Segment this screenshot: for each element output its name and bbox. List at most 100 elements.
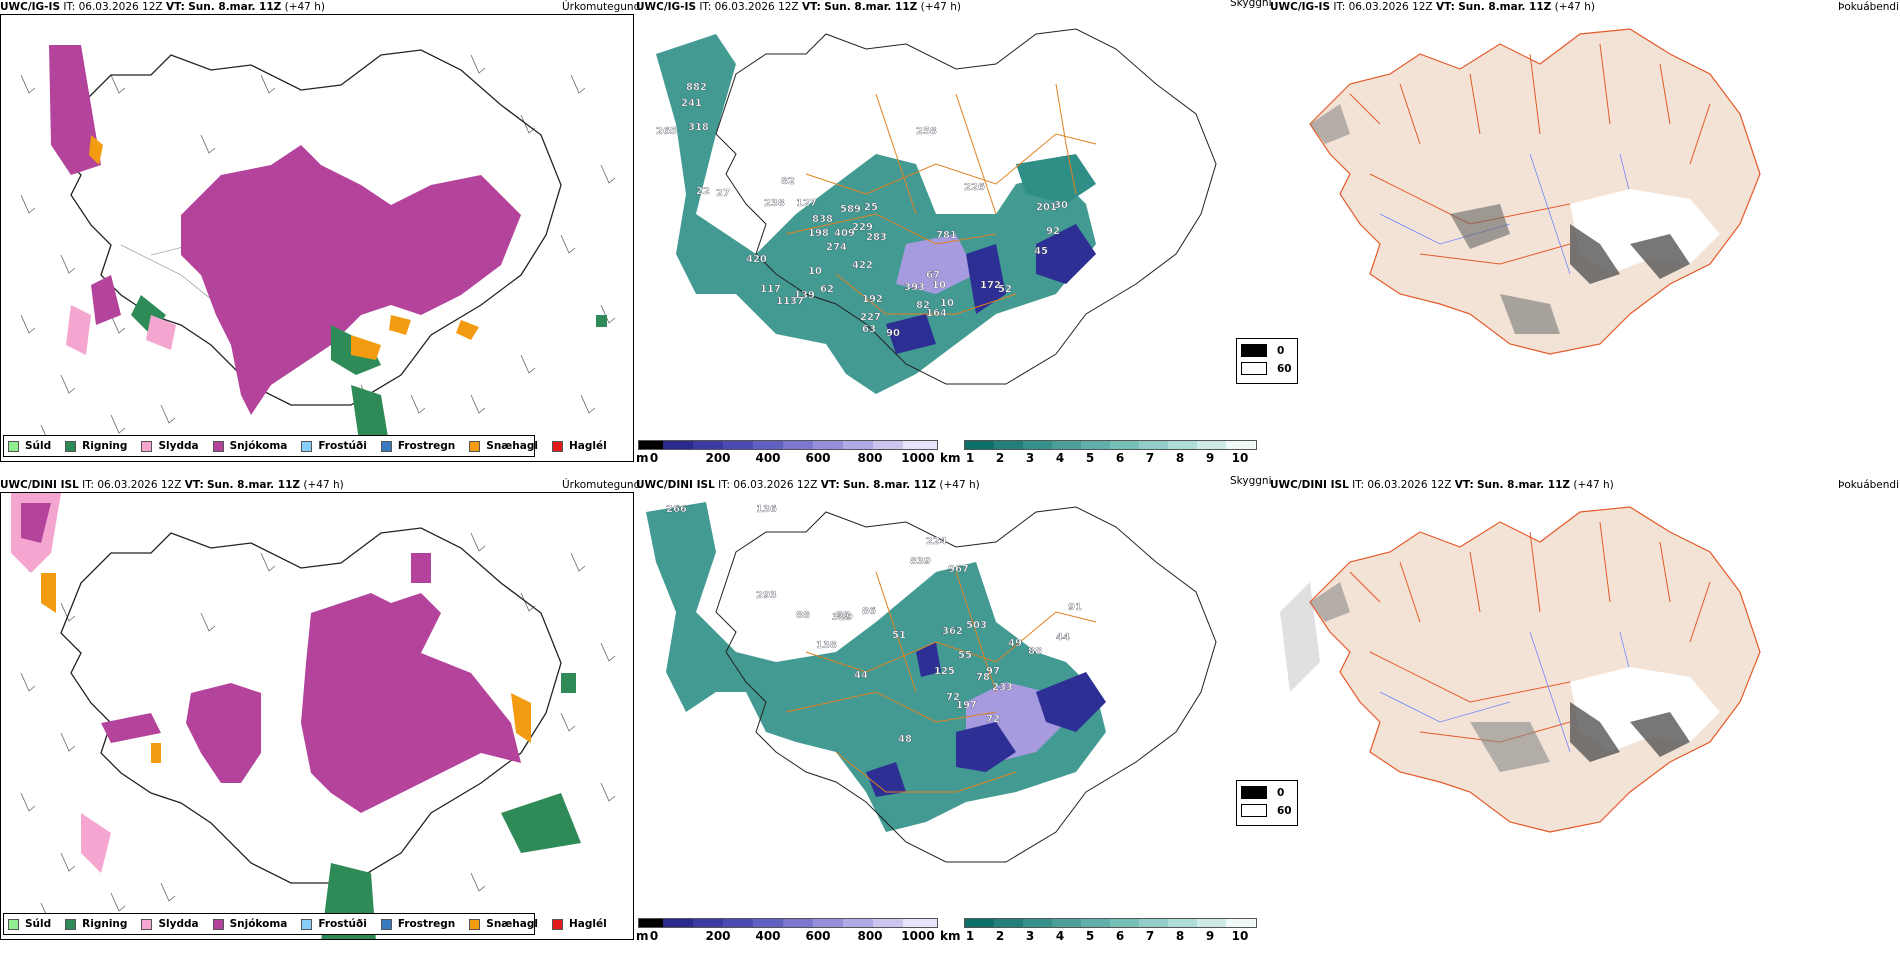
visibility-value-label: 227: [860, 312, 881, 323]
panel-precip-type: UWC/DINI ISL IT: 06.03.2026 12Z VT: Sun.…: [0, 478, 640, 948]
legend-rigning: Rigning: [65, 918, 127, 930]
visibility-map[interactable]: 882 241 265 318 258 22 27 82 238 127 838 589 25 198 22…: [636, 14, 1270, 444]
swatch: [380, 918, 392, 930]
map-frame[interactable]: Súld Rigning Slydda Snjókoma Frostúði Fr…: [0, 492, 634, 940]
panel-header: UWC/DINI ISL IT: 06.03.2026 12Z VT: Sun.…: [0, 479, 344, 491]
swatch: [301, 918, 313, 930]
visibility-value-label: 125: [934, 666, 955, 677]
precip-map: [11, 493, 616, 939]
visibility-value-label: 283: [866, 232, 887, 243]
visibility-value-label: 265: [656, 126, 677, 137]
panel-header: UWC/DINI ISL IT: 06.03.2026 12Z VT: Sun.…: [636, 479, 980, 491]
panel-header: UWC/IG-IS IT: 06.03.2026 12Z VT: Sun. 8.…: [0, 1, 325, 13]
panel-precip-type: UWC/IG-IS IT: 06.03.2026 12Z VT: Sun. 8.…: [0, 0, 640, 470]
legend-snaehagl: Snæhagl: [469, 440, 538, 452]
visibility-value-label: 82: [781, 176, 795, 187]
visibility-value-label: 127: [796, 198, 817, 209]
visibility-value-label: 91: [1068, 602, 1082, 613]
visibility-value-label: 198: [808, 228, 829, 239]
swatch: [8, 440, 19, 452]
legend-frostregn: Frostregn: [380, 918, 455, 930]
visibility-value-label: 138: [816, 640, 837, 651]
visibility-value-label: 362: [942, 626, 963, 637]
panel-header: UWC/IG-IS IT: 06.03.2026 12Z VT: Sun. 8.…: [636, 1, 961, 13]
visibility-value-label: 67: [926, 270, 940, 281]
visibility-value-label: 409: [834, 228, 855, 239]
visibility-value-label: 293: [756, 590, 777, 601]
colorbar-m: m 0 200 400 600 800 1000: [636, 918, 938, 943]
visibility-value-label: 781: [936, 230, 957, 241]
panel-title: Þokuábendi: [1838, 1, 1899, 13]
visibility-value-label: 318: [688, 122, 709, 133]
visibility-value-label: 48: [898, 734, 912, 745]
swatch: [380, 440, 392, 452]
legend-snjokoma: Snjókoma: [212, 440, 287, 452]
fog-legend-0: 0: [1241, 786, 1284, 799]
visibility-value-label: 238: [764, 198, 785, 209]
fog-map[interactable]: [1270, 492, 1890, 922]
swatch: [1241, 344, 1267, 357]
swatch: [8, 918, 19, 930]
swatch: [1241, 786, 1267, 799]
visibility-value-label: 82: [916, 300, 930, 311]
swatch: [65, 440, 77, 452]
visibility-value-label: 62: [820, 284, 834, 295]
visibility-value-label: 27: [716, 188, 730, 199]
visibility-value-label: 86: [862, 606, 876, 617]
visibility-value-label: 44: [1056, 632, 1070, 643]
row-ig-is: UWC/IG-IS IT: 06.03.2026 12Z VT: Sun. 8.…: [0, 0, 1900, 475]
visibility-value-label: 63: [862, 324, 876, 335]
colorbar-km: km 1 2 3 4 5 6 7 8 9 10: [940, 918, 1257, 943]
visibility-value-label: 839: [910, 556, 931, 567]
visibility-value-label: 51: [892, 630, 906, 641]
swatch: [301, 440, 313, 452]
swatch: [212, 440, 224, 452]
panel-visibility: UWC/IG-IS IT: 06.03.2026 12Z VT: Sun. 8.…: [636, 0, 1272, 470]
visibility-value-label: 838: [812, 214, 833, 225]
precip-map: [20, 45, 616, 455]
fog-legend-60: 60: [1241, 804, 1292, 817]
legend-frostregn: Frostregn: [380, 440, 455, 452]
visibility-value-label: 224: [926, 536, 947, 547]
legend-sudl: Súld: [8, 440, 51, 452]
visibility-value-label: 172: [980, 280, 1001, 291]
visibility-value-label: 72: [946, 692, 960, 703]
visibility-value-label: 258: [916, 126, 937, 137]
map-frame[interactable]: Súld Rigning Slydda Snjókoma Frostúði Fr…: [0, 14, 634, 462]
swatch: [141, 918, 153, 930]
visibility-value-label: 88: [1028, 646, 1042, 657]
legend-sudl: Súld: [8, 918, 51, 930]
swatch: [212, 918, 224, 930]
visibility-value-label: 192: [862, 294, 883, 305]
visibility-value-label: 139: [794, 290, 815, 301]
visibility-value-label: 52: [998, 284, 1012, 295]
visibility-value-label: 117: [760, 284, 781, 295]
legend-snaehagl: Snæhagl: [469, 918, 538, 930]
visibility-value-label: 241: [681, 98, 702, 109]
swatch: [551, 918, 563, 930]
legend-haglel: Haglél: [551, 440, 607, 452]
snow-area: [181, 145, 521, 415]
fog-map[interactable]: [1270, 14, 1890, 444]
visibility-value-label: 274: [826, 242, 847, 253]
legend-frostudi: Frostúði: [301, 440, 367, 452]
visibility-value-label: 503: [966, 620, 987, 631]
colorbar-m-unit: m: [636, 451, 649, 465]
visibility-value-label: 10: [932, 280, 946, 291]
swatch: [141, 440, 153, 452]
visibility-value-label: 10: [808, 266, 822, 277]
visibility-value-label: 10: [940, 298, 954, 309]
colorbar-km-gradient: [964, 440, 1257, 450]
colorbar-m-unit: m: [636, 929, 649, 943]
row-dini-isl: UWC/DINI ISL IT: 06.03.2026 12Z VT: Sun.…: [0, 475, 1900, 953]
panel-title: Úrkomutegund: [562, 1, 641, 13]
colorbar-m-gradient: [638, 440, 938, 450]
visibility-value-label: 420: [746, 254, 767, 265]
visibility-value-label: 1137: [776, 296, 804, 307]
visibility-labels: 882 241 265 318 258 22 27 82 238 127 838 589 25 198 22…: [656, 82, 1068, 339]
visibility-value-label: 266: [666, 504, 687, 515]
snow-area: [301, 593, 521, 813]
panel-visibility: UWC/DINI ISL IT: 06.03.2026 12Z VT: Sun.…: [636, 475, 1272, 948]
panel-title: Skyggni: [1230, 475, 1272, 487]
